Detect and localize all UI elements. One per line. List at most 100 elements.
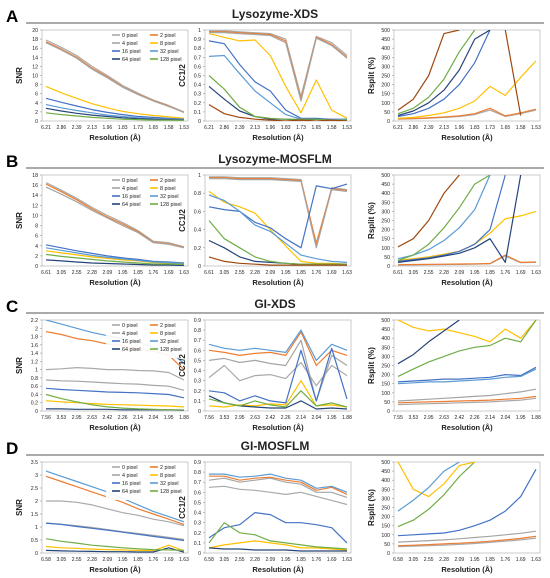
subplot-rsplit-: 0 50 100 150 200 250 300 350 400 450 500 6.61 3.05 2.… [367, 173, 541, 287]
x-tick-label: 3.53 [56, 415, 66, 421]
x-tick-label: 1.53 [342, 125, 352, 131]
x-tick-label: 2.39 [235, 125, 245, 131]
y-tick-label: 0 [387, 409, 390, 415]
x-tick-label: 6.21 [41, 125, 51, 131]
x-tick-label: 1.65 [148, 125, 158, 131]
x-tick-label: 1.88 [342, 415, 352, 421]
y-tick-label: 500 [381, 28, 390, 34]
y-tick-label: 350 [381, 487, 390, 493]
y-tick-label: 1.8 [31, 335, 38, 341]
y-tick-label: 2 [35, 254, 38, 260]
x-tick-label: 3.05 [408, 270, 418, 276]
x-tick-label: 1.58 [516, 125, 526, 131]
y-tick-label: 0 [198, 264, 201, 270]
series-group [45, 320, 185, 411]
y-tick-label: 200 [381, 373, 390, 379]
y-tick-label: 0 [198, 119, 201, 125]
x-tick-label: 1.63 [342, 270, 352, 276]
legend: 0 pixel 2 pixel 4 pixel 8 pixel 16 pixel 32 p… [106, 322, 184, 358]
subplot-cc1-2: 0 0.1 0.2 0.3 0.4 0.5 0.6 0.7 0.8 0.9 1 6.21 2.86 2.3… [178, 28, 352, 142]
x-tick-label: 2.63 [87, 415, 97, 421]
y-tick-label: 0.6 [194, 209, 201, 215]
series-line-0-pixel [46, 500, 185, 527]
y-axis-label: CC1/2 [178, 496, 187, 519]
y-tick-label: 1.4 [31, 351, 38, 357]
x-tick-label: 1.83 [281, 125, 291, 131]
y-tick-label: 1 [198, 28, 201, 34]
y-tick-label: 0.4 [194, 511, 201, 517]
legend: 0 pixel 2 pixel 4 pixel 8 pixel 16 pixel 32 p… [106, 177, 184, 213]
x-tick-label: 2.55 [235, 557, 245, 563]
y-tick-label: 0.5 [31, 538, 38, 544]
series-line-128-pixel [45, 253, 185, 266]
series-line-128-pixel [397, 175, 491, 262]
y-tick-label: 1 [35, 525, 38, 531]
x-tick-label: 7.55 [393, 415, 403, 421]
y-tick-label: 6 [35, 234, 38, 240]
y-axis-label: SNR [15, 499, 24, 516]
x-tick-label: 3.05 [408, 557, 418, 563]
series-line-16-pixel [208, 512, 348, 544]
x-tick-label: 1.95 [281, 557, 291, 563]
y-tick-label: 400 [381, 478, 390, 484]
legend-box [106, 464, 184, 500]
legend: 0 pixel 2 pixel 4 pixel 8 pixel 16 pixel 32 p… [106, 32, 184, 68]
x-tick-label: 2.55 [424, 557, 434, 563]
y-tick-label: 0 [387, 551, 390, 557]
x-tick-label: 2.13 [439, 125, 449, 131]
y-tick-label: 0.6 [194, 348, 201, 354]
y-tick-label: 0.2 [194, 101, 201, 107]
y-tick-label: 150 [381, 382, 390, 388]
x-tick-label: 2.55 [235, 270, 245, 276]
x-tick-label: 2.09 [454, 557, 464, 563]
y-tick-label: 50 [384, 110, 390, 116]
series-line-4-pixel [208, 339, 348, 402]
y-tick-label: 0.9 [194, 37, 201, 43]
y-tick-label: 1 [35, 368, 38, 374]
y-tick-label: 0.9 [194, 460, 201, 466]
x-tick-label: 6.58 [41, 557, 51, 563]
panel-letter: A [6, 7, 18, 26]
series-group [208, 30, 348, 121]
series-line-4-pixel [397, 388, 537, 402]
y-tick-label: 250 [381, 219, 390, 225]
y-tick-label: 2 [35, 499, 38, 505]
y-tick-label: 2 [35, 110, 38, 116]
subplot-snr: 0 2 4 6 8 10 12 14 16 18 6.61 3.05 2.55 2.28 2.09 1.95 1… [15, 173, 189, 287]
x-tick-label: 6.21 [204, 125, 214, 131]
y-tick-label: 0 [387, 119, 390, 125]
legend-label: 16 pixel [122, 339, 141, 345]
x-tick-label: 1.95 [327, 415, 337, 421]
x-tick-label: 1.85 [133, 270, 143, 276]
x-tick-label: 1.85 [133, 557, 143, 563]
y-tick-label: 0.8 [194, 470, 201, 476]
x-tick-label: 3.53 [408, 415, 418, 421]
x-tick-label: 2.04 [311, 415, 321, 421]
y-tick-label: 0.8 [194, 328, 201, 334]
series-line-128-pixel [397, 462, 476, 528]
y-tick-label: 100 [381, 101, 390, 107]
series-line-extra [208, 256, 347, 266]
y-tick-label: 2.5 [31, 486, 38, 492]
legend: 0 pixel 2 pixel 4 pixel 8 pixel 16 pixel 32 p… [106, 464, 184, 500]
y-axis-label: SNR [15, 67, 24, 84]
y-tick-label: 0 [35, 409, 38, 415]
x-tick-label: 6.61 [393, 270, 403, 276]
x-tick-label: 1.58 [327, 125, 337, 131]
x-axis-label: Resolution (Å) [252, 133, 304, 142]
x-tick-label: 1.95 [516, 415, 526, 421]
y-tick-label: 300 [381, 64, 390, 70]
x-tick-label: 1.65 [500, 125, 510, 131]
legend-label: 64 pixel [122, 57, 141, 63]
y-tick-label: 100 [381, 246, 390, 252]
legend-label: 32 pixel [160, 339, 179, 345]
y-tick-label: 200 [381, 515, 390, 521]
y-axis-label: Rsplit (%) [367, 489, 376, 526]
series-line-8-pixel [397, 60, 537, 119]
panel-d: D GI-MOSFLM 0 0.5 1 1.5 2 2.5 3 3.5 6.58 3.05 2.55 2.… [6, 439, 544, 574]
panel-letter: B [6, 152, 18, 171]
series-line-2-pixel [209, 177, 348, 244]
y-tick-label: 0 [198, 551, 201, 557]
y-tick-label: 350 [381, 55, 390, 61]
